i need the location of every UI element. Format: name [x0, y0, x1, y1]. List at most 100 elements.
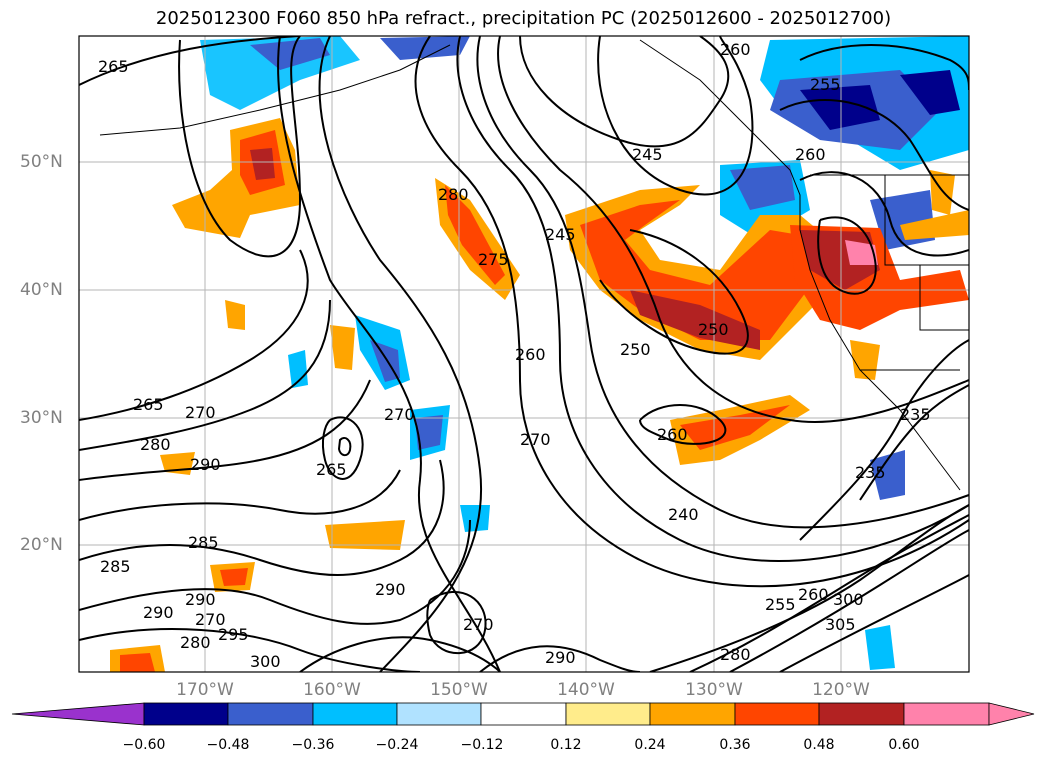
- colorbar-swatch: [565, 702, 651, 726]
- plot-frame: [78, 35, 970, 673]
- lon-label-120w: 120°W: [812, 680, 870, 700]
- colorbar-swatch: [312, 702, 398, 726]
- colorbar-tick: 0.24: [634, 737, 666, 753]
- contour-label: 285: [188, 533, 219, 552]
- contour-label: 260: [795, 145, 826, 164]
- colorbar-extend-low: [11, 702, 145, 726]
- precip-patch-negative: [800, 85, 880, 130]
- contour-label: 305: [825, 615, 856, 634]
- lon-label-130w: 130°W: [685, 680, 743, 700]
- lat-label-40n: 40°N: [20, 280, 63, 300]
- colorbar-tick: 0.60: [888, 737, 920, 753]
- colorbar-swatch: [396, 702, 482, 726]
- contour-label: 255: [810, 75, 841, 94]
- precip-patch-negative: [460, 505, 490, 532]
- contour-label: 260: [720, 40, 751, 59]
- colorbar-swatch: [734, 702, 820, 726]
- precip-patch-negative: [380, 36, 470, 60]
- contour-label: 270: [384, 405, 415, 424]
- contour-label: 265: [98, 57, 129, 76]
- contour-label: 255: [765, 595, 796, 614]
- contour-label: 280: [720, 645, 751, 664]
- precip-patch-positive: [900, 210, 969, 240]
- lon-label-150w: 150°W: [430, 680, 488, 700]
- lat-label-20n: 20°N: [20, 535, 63, 555]
- precip-patch-negative: [370, 340, 400, 382]
- precip-patch-positive: [680, 405, 790, 450]
- colorbar-swatch: [227, 702, 314, 726]
- contour-label: 300: [833, 590, 864, 609]
- contour-label: 235: [900, 405, 931, 424]
- precip-patch-negative: [288, 350, 308, 388]
- contour-label: 280: [438, 185, 469, 204]
- precip-patch-positive: [630, 290, 760, 350]
- contour-label: 260: [657, 425, 688, 444]
- contour-label-layer: 265 260 255 260 245 245 280 275 250 250 …: [98, 40, 931, 671]
- contour-label: 265: [316, 460, 347, 479]
- contour-label: 245: [632, 145, 663, 164]
- colorbar-tick: 0.48: [803, 737, 835, 753]
- refractivity-contour-layer: [79, 36, 969, 672]
- contour-label: 300: [250, 652, 281, 671]
- colorbar-tick: −0.36: [291, 737, 335, 753]
- contour-label: 285: [100, 557, 131, 576]
- contour-label: 295: [218, 625, 249, 644]
- colorbar-tick: −0.12: [460, 737, 504, 753]
- precip-patch-positive: [220, 568, 248, 586]
- precipitation-fill-layer: [110, 36, 969, 672]
- contour-label: 270: [195, 610, 226, 629]
- colorbar-swatch: [818, 702, 905, 726]
- colorbar-tick: 0.36: [719, 737, 751, 753]
- contour-label: 290: [375, 580, 406, 599]
- precip-patch-positive: [330, 325, 355, 370]
- precip-patch-positive: [445, 185, 505, 285]
- colorbar-tick: −0.24: [375, 737, 419, 753]
- precip-patch-negative: [250, 38, 330, 70]
- lon-label-140w: 140°W: [557, 680, 615, 700]
- colorbar-swatch: [903, 702, 990, 726]
- contour-label: 290: [190, 455, 221, 474]
- contour-label: 240: [668, 505, 699, 524]
- precip-patch-negative: [865, 625, 895, 670]
- precip-patch-positive: [250, 148, 275, 180]
- map-title: 2025012300 F060 850 hPa refract., precip…: [155, 8, 892, 29]
- contour-label: 260: [515, 345, 546, 364]
- precip-patch-positive: [325, 520, 405, 550]
- contour-label: 235: [855, 463, 886, 482]
- contour-label: 250: [698, 320, 729, 339]
- colorbar-swatch: [480, 702, 567, 726]
- precip-patch-negative: [415, 415, 443, 450]
- coastline-layer: [99, 39, 969, 491]
- lon-label-170w: 170°W: [176, 680, 234, 700]
- precip-patch-negative: [900, 70, 960, 115]
- colorbar-tick: −0.48: [206, 737, 250, 753]
- contour-label: 245: [545, 225, 576, 244]
- colorbar-swatch: [649, 702, 736, 726]
- lat-label-30n: 30°N: [20, 408, 63, 428]
- contour-label: 290: [545, 648, 576, 667]
- precip-patch-negative: [870, 450, 905, 500]
- precip-patch-positive: [845, 240, 878, 265]
- contour-label: 250: [620, 340, 651, 359]
- colorbar-tick: 0.12: [550, 737, 582, 753]
- contour-label: 275: [478, 250, 509, 269]
- precip-patch-positive: [225, 300, 245, 330]
- lon-label-160w: 160°W: [303, 680, 361, 700]
- contour-label: 260: [798, 585, 829, 604]
- colorbar: [11, 702, 1035, 726]
- contour-label: 270: [185, 403, 216, 422]
- precip-patch-positive: [930, 170, 955, 215]
- precip-patch-negative: [730, 165, 795, 210]
- contour-label: 290: [185, 590, 216, 609]
- contour-label: 280: [140, 435, 171, 454]
- contour-label: 290: [143, 603, 174, 622]
- lat-label-50n: 50°N: [20, 152, 63, 172]
- contour-label: 280: [180, 633, 211, 652]
- contour-label: 270: [463, 615, 494, 634]
- contour-label: 270: [520, 430, 551, 449]
- colorbar-swatch: [143, 702, 229, 726]
- colorbar-tick: −0.60: [122, 737, 166, 753]
- precip-patch-positive: [120, 653, 155, 672]
- contour-label: 265: [133, 395, 164, 414]
